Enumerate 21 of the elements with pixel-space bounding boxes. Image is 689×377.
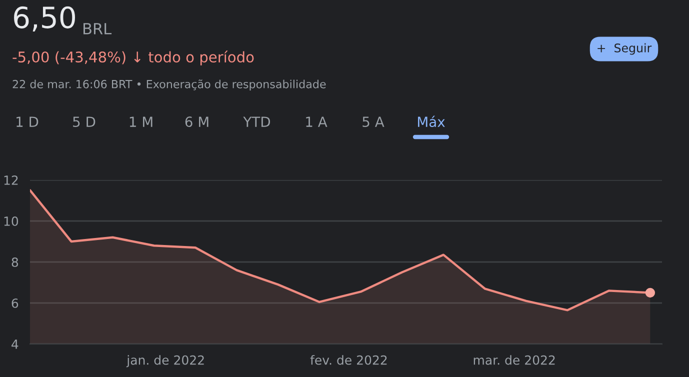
y-tick-label: 12: [4, 175, 18, 185]
text: 1 A: [306, 116, 328, 127]
text: 6 M: [185, 116, 208, 128]
chart-title: 6,50: [14, 6, 76, 32]
y-tick-label: 10: [4, 216, 18, 226]
text: YTD: [243, 116, 270, 127]
text: 5 A: [362, 116, 384, 128]
y-tick-label: 6: [12, 298, 18, 308]
x-tick-label: fev. de 2022: [310, 355, 387, 365]
text: Máx: [418, 116, 445, 128]
text: -5,00 (-43,48%) ↓ todo o período: [12, 50, 254, 66]
x-tick-label: jan. de 2022: [126, 355, 204, 368]
text: BRL: [84, 23, 112, 34]
y-tick-label: 8: [12, 257, 18, 267]
x-tick-label: mar. de 2022: [474, 355, 555, 365]
y-tick-label: 4: [12, 340, 18, 349]
text: 5 D: [73, 116, 96, 128]
text: 1 D: [16, 116, 38, 127]
text: 1 M: [130, 116, 152, 127]
text: + Seguir: [598, 43, 652, 55]
text: 22 de mar. 16:06 BRT • Exoneração de responsabilidade: [12, 80, 326, 90]
